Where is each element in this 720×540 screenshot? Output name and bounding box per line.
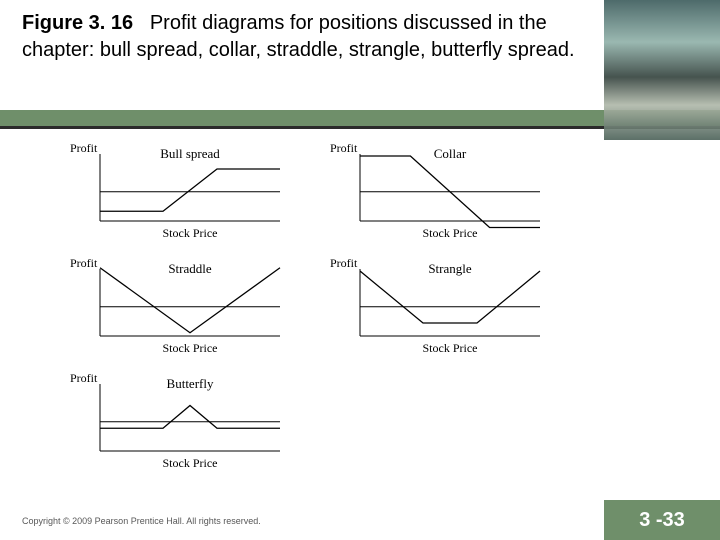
svg-text:Stock Price: Stock Price bbox=[163, 341, 218, 355]
svg-text:Bull spread: Bull spread bbox=[160, 146, 220, 161]
svg-text:Profit: Profit bbox=[70, 371, 98, 385]
profit-chart: Profit Bull spread Stock Price bbox=[70, 138, 290, 243]
figure-caption: Figure 3. 16 Profit diagrams for positio… bbox=[22, 10, 590, 64]
svg-text:Profit: Profit bbox=[70, 256, 98, 270]
svg-text:Straddle: Straddle bbox=[168, 261, 212, 276]
svg-text:Profit: Profit bbox=[330, 256, 358, 270]
decorative-photo bbox=[604, 0, 720, 140]
profit-chart: Profit Strangle Stock Price bbox=[330, 253, 550, 358]
svg-text:Stock Price: Stock Price bbox=[163, 456, 218, 470]
page-number-box: 3 -33 bbox=[604, 500, 720, 540]
figure-label: Figure 3. 16 bbox=[22, 12, 133, 34]
svg-text:Stock Price: Stock Price bbox=[423, 341, 478, 355]
svg-text:Collar: Collar bbox=[434, 146, 467, 161]
copyright-footer: Copyright © 2009 Pearson Prentice Hall. … bbox=[22, 516, 261, 526]
chart-straddle: Profit Straddle Stock Price bbox=[70, 253, 290, 358]
svg-text:Butterfly: Butterfly bbox=[167, 376, 214, 391]
page-number: 3 -33 bbox=[639, 509, 685, 532]
chart-row: Profit Butterfly Stock Price bbox=[70, 368, 590, 473]
chart-row: Profit Bull spread Stock Price Profit Collar… bbox=[70, 138, 590, 243]
profit-chart: Profit Butterfly Stock Price bbox=[70, 368, 290, 473]
charts-grid: Profit Bull spread Stock Price Profit Collar… bbox=[70, 138, 590, 483]
svg-text:Stock Price: Stock Price bbox=[423, 226, 478, 240]
chart-collar: Profit Collar Stock Price bbox=[330, 138, 550, 243]
chart-butterfly: Profit Butterfly Stock Price bbox=[70, 368, 290, 473]
svg-text:Profit: Profit bbox=[330, 141, 358, 155]
profit-chart: Profit Straddle Stock Price bbox=[70, 253, 290, 358]
chart-bull-spread: Profit Bull spread Stock Price bbox=[70, 138, 290, 243]
svg-text:Profit: Profit bbox=[70, 141, 98, 155]
chart-row: Profit Straddle Stock Price Profit Strangle S… bbox=[70, 253, 590, 358]
svg-text:Strangle: Strangle bbox=[428, 261, 472, 276]
profit-chart: Profit Collar Stock Price bbox=[330, 138, 550, 243]
svg-text:Stock Price: Stock Price bbox=[163, 226, 218, 240]
chart-strangle: Profit Strangle Stock Price bbox=[330, 253, 550, 358]
